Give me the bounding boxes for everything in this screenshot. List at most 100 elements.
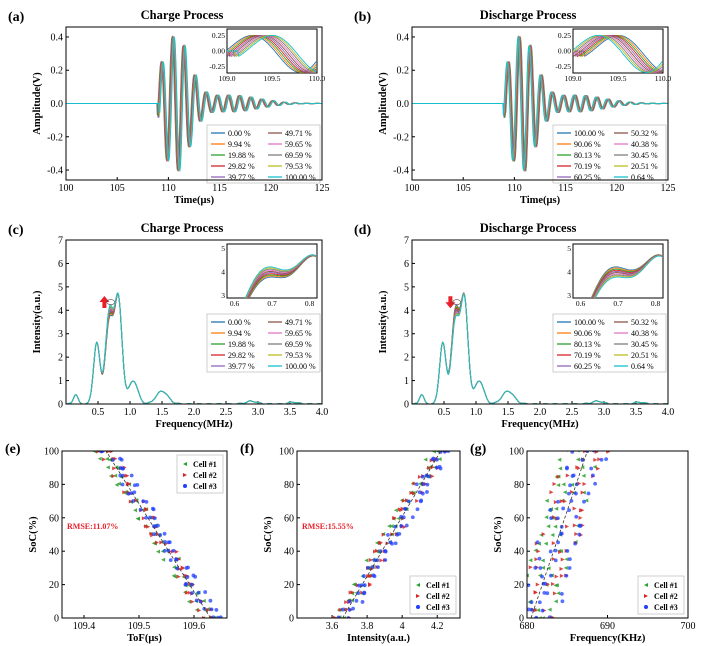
y-tick-label: -0.4 xyxy=(47,166,63,177)
marker-cell-2 xyxy=(377,541,382,546)
legend: 100.00 % 90.06 % 80.13 % 70.19 % 60.25 % 50.3… xyxy=(552,313,667,373)
x-tick-label: 115 xyxy=(212,183,227,194)
marker-cell-3 xyxy=(214,608,219,612)
marker-cell-1 xyxy=(201,598,206,603)
x-tick-label: 0.5 xyxy=(438,407,451,418)
marker-cell-1 xyxy=(553,599,558,604)
marker-cell-2 xyxy=(350,590,355,595)
x-tick-label: 1.5 xyxy=(156,407,169,418)
legend: Cell #1 Cell #2 Cell #3 xyxy=(409,575,457,615)
marker-cell-3 xyxy=(203,590,208,594)
marker-cell-3 xyxy=(599,457,604,462)
legend-entry: 80.13 % xyxy=(574,340,601,349)
marker-cell-2 xyxy=(144,524,149,529)
trend-line xyxy=(105,451,211,618)
marker-cell-3 xyxy=(553,558,558,563)
marker-cell-2 xyxy=(536,549,541,554)
y-tick-label: 1 xyxy=(404,376,409,387)
panel-e: 109.4 109.5 109.6 0 20 40 60 80 100 ToF(μs) SoC(%)… xyxy=(5,442,224,644)
x-axis-label: Frequency(MHz) xyxy=(501,419,579,430)
y-tick-label: 100 xyxy=(44,447,59,458)
marker-cell-3 xyxy=(138,507,143,512)
marker-cell-3 xyxy=(568,557,572,562)
marker-cell-2 xyxy=(366,574,371,579)
x-tick-label: 0.5 xyxy=(92,407,105,418)
x-tick-label: 4 xyxy=(400,621,405,632)
marker-cell-3 xyxy=(135,483,140,487)
marker-cell-3 xyxy=(543,581,547,586)
marker-cell-1 xyxy=(550,533,555,538)
marker-cell-3 xyxy=(555,516,560,521)
inset-x-tick: 0.6 xyxy=(230,299,240,308)
highlight-ellipse xyxy=(106,299,116,305)
marker-cell-2 xyxy=(333,615,338,618)
marker-cell-2 xyxy=(521,598,525,602)
y-tick-label: 20 xyxy=(49,580,59,591)
marker-cell-3 xyxy=(535,540,540,545)
marker-cell-3 xyxy=(388,540,393,545)
legend-entry: 60.25 % xyxy=(574,362,601,371)
legend-entry: 69.59 % xyxy=(285,340,312,349)
legend-marker xyxy=(416,583,420,587)
series-group xyxy=(412,35,668,173)
y-tick-label: 0 xyxy=(58,400,63,411)
marker-cell-3 xyxy=(120,466,125,471)
x-tick-label: 3.5 xyxy=(630,407,643,418)
axes-frame xyxy=(411,239,669,405)
marker-cell-1 xyxy=(437,457,442,462)
marker-cell-3 xyxy=(549,573,553,578)
marker-cell-3 xyxy=(574,491,578,496)
x-axis-label: ToF(μs) xyxy=(127,633,162,644)
inset: 0.6 0.7 0.8 3 4 5 xyxy=(567,243,664,308)
marker-cell-2 xyxy=(111,474,116,479)
marker-cell-2 xyxy=(552,591,557,596)
marker-cell-3 xyxy=(561,506,566,511)
panel-b: 100 105 110 115 120 125 -0.4 -0.2 0.0 0.2 0.4 Disch… xyxy=(354,8,676,206)
marker-cell-3 xyxy=(190,591,194,595)
marker-cell-3 xyxy=(129,473,134,478)
y-tick-label: 2 xyxy=(58,353,63,364)
marker-cell-2 xyxy=(574,531,579,536)
marker-cell-2 xyxy=(122,490,127,495)
legend-entry: Cell #2 xyxy=(426,592,450,601)
marker-cell-1 xyxy=(123,491,128,496)
marker-cell-2 xyxy=(102,457,107,462)
y-tick-label: 6 xyxy=(404,259,409,270)
legend-entry: 9.94 % xyxy=(228,140,251,149)
x-axis-label: Time(μs) xyxy=(520,195,561,206)
marker-cell-2 xyxy=(580,508,585,513)
panel-c: 0.5 1.0 1.5 2.0 2.5 3.0 3.5 4.0 0 1 2 3 4 5 6 7 Charge P… xyxy=(8,221,328,430)
marker-cell-3 xyxy=(152,532,157,537)
y-tick-label: 6 xyxy=(58,259,63,270)
marker-cell-3 xyxy=(132,490,137,495)
legend-entry: 49.71 % xyxy=(285,318,312,327)
legend-entry: 100.00 % xyxy=(285,173,316,182)
marker-cell-3 xyxy=(434,465,439,470)
marker-cell-3 xyxy=(175,566,180,571)
marker-cell-3 xyxy=(540,574,544,579)
marker-cell-1 xyxy=(580,465,585,470)
legend-entry: Cell #2 xyxy=(193,471,217,480)
x-tick-label: 3.0 xyxy=(252,407,265,418)
inset-line-4 xyxy=(573,34,663,73)
panel-g: 680 690 700 0 20 40 60 80 100 Frequency(KHz) SoC(%… xyxy=(470,442,696,644)
panel-title: Charge Process xyxy=(141,8,224,22)
y-tick-label: 4 xyxy=(58,306,63,317)
marker-cell-2 xyxy=(155,532,160,537)
legend-entry: 40.38 % xyxy=(631,140,658,149)
y-tick-label: 20 xyxy=(514,580,524,591)
inset-line-6 xyxy=(227,34,317,73)
marker-cell-1 xyxy=(561,482,566,487)
legend-entry: 0.00 % xyxy=(228,318,251,327)
marker-cell-1 xyxy=(540,565,545,570)
inset-line-9 xyxy=(573,34,663,73)
panel-title: Charge Process xyxy=(141,221,224,235)
marker-cell-2 xyxy=(360,590,365,595)
marker-cell-3 xyxy=(549,516,554,521)
x-tick-label: 4.0 xyxy=(662,407,675,418)
rmse-annotation: RMSE:15.55% xyxy=(302,522,354,531)
x-tick-label: 120 xyxy=(263,183,278,194)
marker-cell-1 xyxy=(547,607,552,612)
marker-cell-2 xyxy=(348,590,353,595)
marker-cell-1 xyxy=(364,558,369,563)
